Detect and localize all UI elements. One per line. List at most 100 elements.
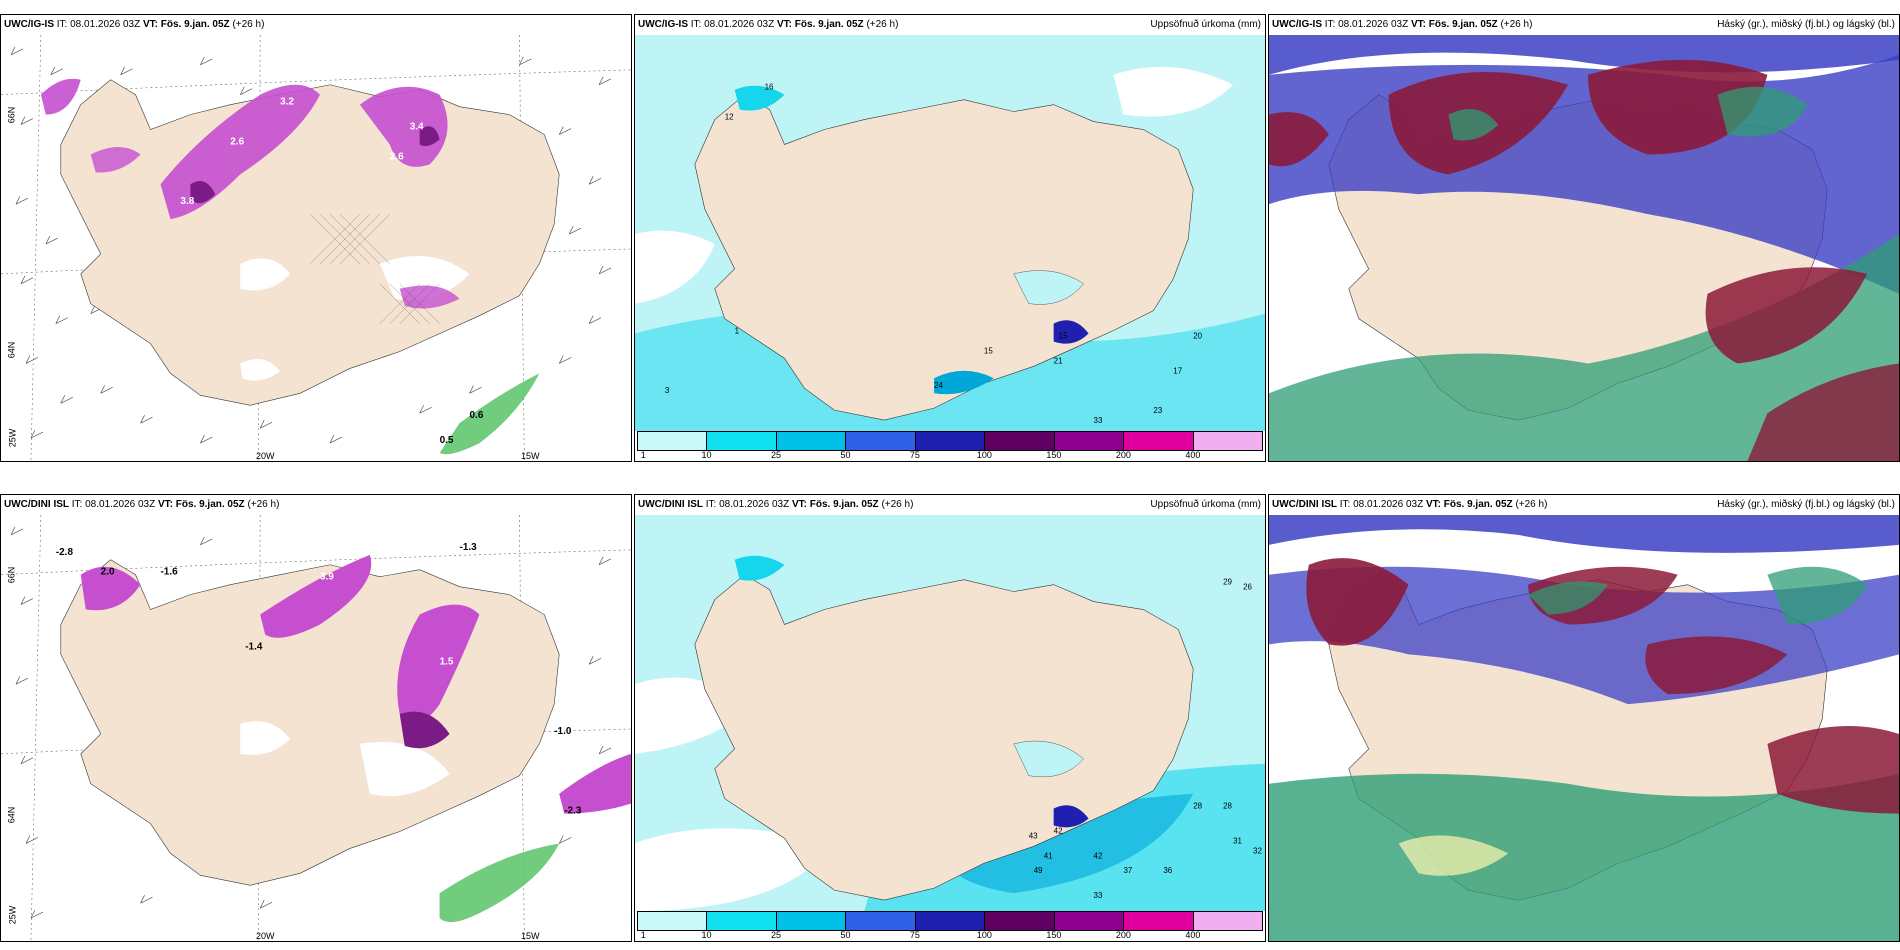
map-precip-top: 15 24 21 15 20 17 23 33 3 1 16 12 bbox=[635, 35, 1265, 431]
colorbar-seg bbox=[1193, 432, 1262, 450]
colorbar-tick: 400 bbox=[1185, 450, 1201, 460]
svg-text:21: 21 bbox=[1054, 356, 1063, 365]
colorbar-seg bbox=[707, 912, 777, 930]
svg-text:2.6: 2.6 bbox=[390, 151, 404, 162]
panel-title: UWC/DINI ISL IT: 08.01.2026 03Z VT: Fös.… bbox=[4, 499, 280, 510]
svg-text:15: 15 bbox=[984, 346, 993, 355]
precip-colorbar bbox=[637, 911, 1263, 931]
colorbar-tick: 25 bbox=[770, 450, 781, 460]
colorbar-tick: 10 bbox=[701, 930, 712, 940]
panel-title: UWC/IG-IS IT: 08.01.2026 03Z VT: Fös. 9.… bbox=[1272, 19, 1533, 30]
snow-precip bbox=[40, 78, 540, 455]
svg-text:16: 16 bbox=[765, 83, 774, 92]
colorbar-seg bbox=[985, 432, 1055, 450]
colorbar-seg bbox=[985, 912, 1055, 930]
colorbar-tick: 150 bbox=[1046, 450, 1062, 460]
colorbar-tick: 75 bbox=[909, 450, 920, 460]
colorbar-tick: 200 bbox=[1115, 450, 1131, 460]
map-cloud-bottom bbox=[1269, 515, 1899, 941]
svg-text:0.5: 0.5 bbox=[440, 435, 454, 446]
colorbar-ticks: 1 10 25 50 75 100 150 200 400 bbox=[637, 450, 1263, 461]
colorbar-tick: 200 bbox=[1115, 930, 1131, 940]
colorbar-seg bbox=[1054, 912, 1125, 930]
colorbar-tick: 10 bbox=[701, 450, 712, 460]
svg-text:1.0: 1.0 bbox=[499, 365, 513, 376]
panel-row1-precip: UWC/IG-IS IT: 08.01.2026 03Z VT: Fös. 9.… bbox=[634, 14, 1266, 462]
svg-text:28: 28 bbox=[1193, 802, 1202, 811]
lat-label-66: 66N bbox=[6, 106, 17, 124]
map-value-label: 3.2 bbox=[280, 97, 294, 108]
svg-text:26: 26 bbox=[1243, 583, 1252, 592]
wind-barbs bbox=[10, 46, 612, 444]
lon-label-25: 25W bbox=[7, 905, 18, 925]
svg-text:-1.6: -1.6 bbox=[160, 567, 178, 578]
panel-title: UWC/IG-IS IT: 08.01.2026 03Z VT: Fös. 9.… bbox=[4, 19, 265, 30]
svg-text:-2.3: -2.3 bbox=[564, 806, 582, 817]
svg-text:20: 20 bbox=[1193, 331, 1202, 340]
colorbar-seg bbox=[1124, 912, 1194, 930]
svg-text:37: 37 bbox=[1123, 866, 1132, 875]
colorbar-seg bbox=[1054, 432, 1125, 450]
colorbar-tick: 1 bbox=[640, 930, 646, 940]
panel-row1-snow: UWC/IG-IS IT: 08.01.2026 03Z VT: Fös. 9.… bbox=[0, 14, 632, 462]
svg-text:-2.8: -2.8 bbox=[56, 547, 74, 558]
svg-text:43: 43 bbox=[1029, 831, 1038, 840]
svg-text:3: 3 bbox=[665, 386, 670, 395]
panel-row2-snow: UWC/DINI ISL IT: 08.01.2026 03Z VT: Fös.… bbox=[0, 494, 632, 942]
svg-text:24: 24 bbox=[934, 381, 943, 390]
colorbar-tick: 25 bbox=[770, 930, 781, 940]
panel-product-title: Uppsöfnuð úrkoma (mm) bbox=[1150, 19, 1261, 30]
svg-text:2.0: 2.0 bbox=[101, 567, 115, 578]
colorbar-seg bbox=[1124, 432, 1194, 450]
panel-product-title: Uppsöfnuð úrkoma (mm) bbox=[1150, 499, 1261, 510]
map-snow-bottom: -2.8 2.0 -1.6 -1.4 3.9 3.6 -1.3 1.5 -1.0… bbox=[1, 515, 631, 941]
colorbar-tick: 150 bbox=[1046, 930, 1062, 940]
colorbar-seg bbox=[638, 432, 708, 450]
colorbar-seg bbox=[1193, 912, 1262, 930]
svg-text:29: 29 bbox=[1223, 578, 1232, 587]
colorbar-seg bbox=[915, 432, 986, 450]
panel-product-title: Háský (gr.), miðský (fj.bl.) og lágský (… bbox=[1717, 19, 1895, 30]
svg-text:42: 42 bbox=[1054, 826, 1063, 835]
svg-text:-1.0: -1.0 bbox=[554, 726, 572, 737]
colorbar-tick: 100 bbox=[976, 450, 992, 460]
colorbar-tick: 100 bbox=[976, 930, 992, 940]
colorbar-seg bbox=[776, 912, 847, 930]
svg-text:1.5: 1.5 bbox=[440, 656, 454, 667]
svg-text:33: 33 bbox=[1094, 416, 1103, 425]
lon-label-20: 20W bbox=[256, 931, 275, 941]
lon-label-25: 25W bbox=[7, 428, 18, 448]
svg-text:32: 32 bbox=[1253, 846, 1262, 855]
panel-row2-cloud: UWC/DINI ISL IT: 08.01.2026 03Z VT: Fös.… bbox=[1268, 494, 1900, 942]
svg-text:2.6: 2.6 bbox=[230, 136, 244, 147]
panel-product-title: Háský (gr.), miðský (fj.bl.) og lágský (… bbox=[1717, 499, 1895, 510]
colorbar-tick: 50 bbox=[840, 450, 851, 460]
panel-row2-precip: UWC/DINI ISL IT: 08.01.2026 03Z VT: Fös.… bbox=[634, 494, 1266, 942]
svg-text:3.4: 3.4 bbox=[410, 122, 424, 133]
svg-text:28: 28 bbox=[1223, 802, 1232, 811]
svg-text:3.6: 3.6 bbox=[380, 567, 394, 578]
lon-label-20: 20W bbox=[256, 451, 275, 461]
svg-text:-1.4: -1.4 bbox=[245, 641, 263, 652]
panel-title: UWC/DINI ISL IT: 08.01.2026 03Z VT: Fös.… bbox=[638, 499, 914, 510]
map-snow-top: 3.2 2.6 3.8 3.4 2.6 0.5 0.6 1.0 bbox=[1, 35, 631, 461]
colorbar-tick: 400 bbox=[1185, 930, 1201, 940]
lon-label-15: 15W bbox=[521, 931, 540, 941]
colorbar-seg bbox=[638, 912, 708, 930]
colorbar-tick: 50 bbox=[840, 930, 851, 940]
svg-text:12: 12 bbox=[725, 113, 734, 122]
panel-title: UWC/DINI ISL IT: 08.01.2026 03Z VT: Fös.… bbox=[1272, 499, 1548, 510]
svg-text:31: 31 bbox=[1233, 836, 1242, 845]
svg-text:33: 33 bbox=[1094, 891, 1103, 900]
colorbar-seg bbox=[776, 432, 847, 450]
lon-label-15: 15W bbox=[521, 451, 540, 461]
svg-text:36: 36 bbox=[1163, 866, 1172, 875]
svg-text:49: 49 bbox=[1034, 866, 1043, 875]
colorbar-ticks: 1 10 25 50 75 100 150 200 400 bbox=[637, 930, 1263, 941]
svg-text:42: 42 bbox=[1094, 851, 1103, 860]
panel-row1-cloud: UWC/IG-IS IT: 08.01.2026 03Z VT: Fös. 9.… bbox=[1268, 14, 1900, 462]
colorbar-seg bbox=[846, 912, 916, 930]
panel-title: UWC/IG-IS IT: 08.01.2026 03Z VT: Fös. 9.… bbox=[638, 19, 899, 30]
precip-colorbar bbox=[637, 431, 1263, 451]
svg-text:41: 41 bbox=[1044, 851, 1053, 860]
